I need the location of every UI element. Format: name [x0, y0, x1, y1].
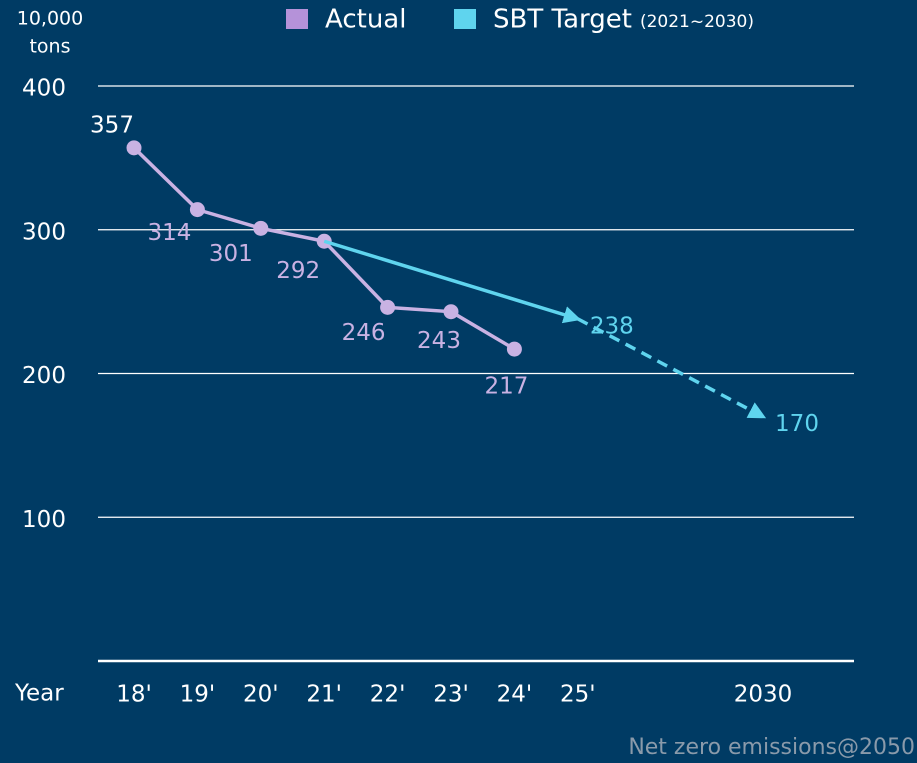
x-tick-label: 23' — [433, 682, 469, 708]
y-tick-label: 100 — [22, 507, 66, 533]
series-line — [450, 310, 516, 351]
x-tick-label: 19' — [180, 682, 216, 708]
x-tick-label: 22' — [370, 682, 406, 708]
data-label: 243 — [417, 328, 461, 354]
series-line — [387, 305, 452, 314]
data-point — [253, 220, 269, 236]
x-tick-label: 2030 — [734, 682, 793, 708]
series-line — [260, 226, 325, 243]
x-tick-label: 25' — [560, 682, 596, 708]
x-tick-label: 24' — [497, 682, 533, 708]
x-tick-label: 18' — [116, 682, 152, 708]
data-point — [380, 299, 396, 315]
data-label: 238 — [590, 313, 634, 339]
y-tick-label: 300 — [22, 219, 66, 245]
data-point — [506, 341, 522, 357]
series-line — [196, 207, 262, 230]
data-label: 301 — [209, 241, 253, 267]
series-line — [323, 239, 582, 324]
legend-label: SBT Target — [493, 5, 632, 35]
data-label: 314 — [147, 220, 191, 246]
footnote: Net zero emissions@2050 — [628, 735, 915, 760]
legend-swatch — [454, 9, 476, 29]
series-line — [322, 240, 389, 309]
series-line — [132, 146, 199, 211]
legend-note: (2021~2030) — [640, 12, 754, 32]
data-point — [443, 304, 459, 320]
data-label: 292 — [276, 258, 320, 284]
legend-label: Actual — [325, 5, 406, 35]
data-label: 217 — [484, 374, 528, 400]
y-tick-label: 400 — [22, 76, 66, 102]
x-axis-label: Year — [14, 681, 64, 707]
data-label: 170 — [775, 411, 819, 437]
x-tick-label: 20' — [243, 682, 279, 708]
data-point — [126, 140, 142, 156]
data-label: 357 — [90, 112, 134, 138]
data-point — [189, 202, 205, 218]
x-tick-label: 21' — [306, 682, 342, 708]
y-unit: 10,000 — [17, 8, 83, 30]
legend-swatch — [286, 9, 308, 29]
data-label: 246 — [342, 320, 386, 346]
y-tick-label: 200 — [22, 363, 66, 389]
y-unit: tons — [29, 36, 70, 58]
